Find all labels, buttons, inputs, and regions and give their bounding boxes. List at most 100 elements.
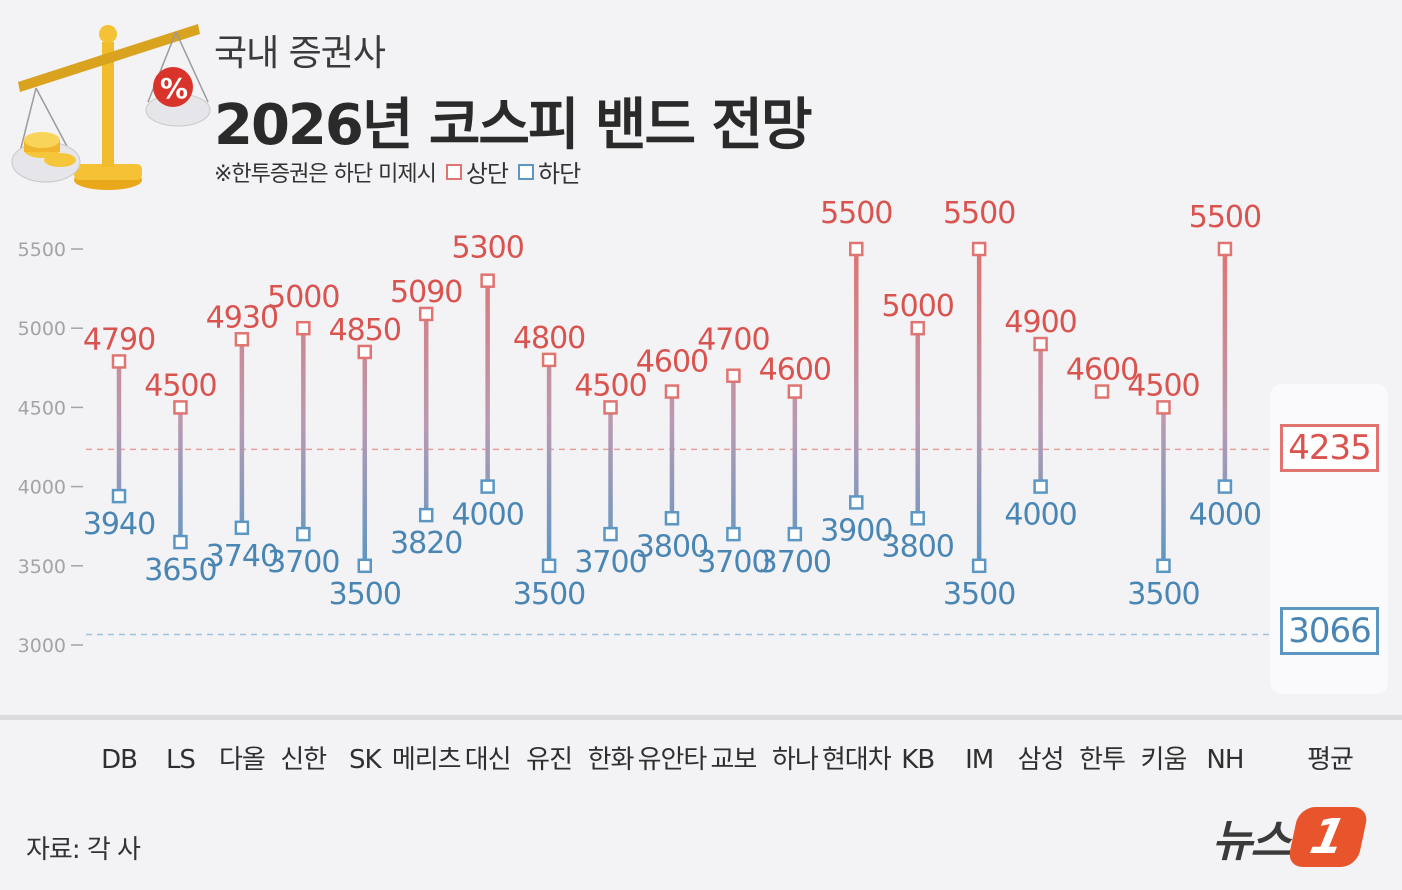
lower-marker — [234, 520, 250, 536]
category-label: 메리츠 — [392, 745, 461, 775]
lower-value-label: 3500 — [1127, 577, 1199, 612]
average-lower-value: 3066 — [1288, 611, 1372, 651]
lower-value-label: 3900 — [820, 513, 892, 548]
category-label: 한투 — [1079, 745, 1125, 775]
average-category-label: 평균 — [1307, 745, 1353, 775]
lower-value-label: 4000 — [1189, 498, 1261, 533]
lower-value-label: 3700 — [697, 545, 769, 580]
legend-upper-marker-icon — [445, 163, 462, 180]
lower-marker — [849, 495, 864, 510]
legend-lower-marker-icon — [518, 163, 534, 180]
lower-marker — [1156, 558, 1171, 574]
upper-marker — [971, 241, 987, 257]
legend-lower-label: 하단 — [538, 160, 581, 188]
news1-logo: 뉴스 1 — [1212, 802, 1370, 872]
upper-value-label: 5090 — [390, 275, 462, 310]
category-label: 하나 — [772, 745, 819, 775]
logo-badge: 1 — [1286, 807, 1370, 867]
logo-text: 뉴스 — [1212, 816, 1291, 867]
lower-marker — [603, 526, 618, 542]
lower-marker — [418, 507, 434, 523]
upper-value-label: 5000 — [882, 289, 954, 324]
category-label: LS — [166, 745, 195, 775]
category-label: SK — [349, 745, 383, 775]
lower-value-label: 3500 — [329, 577, 401, 612]
upper-value-label: 5500 — [1189, 200, 1261, 235]
category-label: DB — [101, 745, 137, 775]
logo-badge-text: 1 — [1305, 809, 1351, 865]
lower-marker — [173, 534, 188, 550]
upper-marker — [787, 384, 803, 399]
lower-value-label: 3700 — [267, 545, 339, 580]
divider — [0, 715, 1402, 720]
category-label: 다올 — [219, 745, 265, 775]
lower-marker — [787, 526, 803, 542]
lower-marker — [296, 526, 311, 542]
upper-marker — [418, 306, 434, 322]
upper-value-label: 5500 — [820, 196, 892, 231]
upper-value-label: 4500 — [144, 368, 216, 403]
upper-value-label: 5300 — [451, 231, 523, 266]
legend-upper: 상단 — [445, 154, 509, 189]
upper-marker — [1217, 241, 1233, 257]
lower-value-label: 3700 — [574, 545, 646, 580]
upper-marker — [1156, 400, 1171, 415]
category-label: 현대차 — [822, 745, 892, 775]
upper-marker — [173, 400, 188, 415]
average-upper-value: 4235 — [1288, 428, 1372, 468]
lower-marker — [357, 558, 373, 574]
category-label: 대신 — [465, 745, 511, 775]
lower-value-label: 3700 — [759, 545, 831, 580]
upper-value-label: 5000 — [267, 280, 339, 315]
y-tick-label: 4000 — [18, 477, 66, 499]
upper-value-label: 4700 — [697, 323, 769, 358]
upper-value-label: 4500 — [574, 368, 646, 403]
category-label: 신한 — [280, 745, 326, 775]
y-tick-label: 5500 — [18, 239, 66, 261]
upper-marker — [664, 384, 680, 399]
upper-value-label: 5500 — [943, 196, 1015, 231]
lower-value-label: 3800 — [636, 529, 708, 564]
lower-marker — [971, 558, 987, 574]
upper-marker — [234, 332, 250, 347]
lower-marker — [1217, 479, 1233, 494]
upper-value-label: 4930 — [206, 300, 278, 335]
lower-marker — [111, 488, 127, 504]
average-lower-box: 3066 — [1280, 607, 1379, 655]
upper-value-label: 4600 — [1066, 353, 1138, 388]
lower-value-label: 3940 — [83, 507, 155, 542]
category-label: 한화 — [588, 745, 635, 775]
upper-value-label: 4800 — [513, 321, 585, 356]
upper-marker — [726, 368, 741, 383]
lower-value-label: 3820 — [390, 526, 462, 561]
upper-marker — [1033, 336, 1048, 352]
legend-upper-label: 상단 — [465, 160, 509, 188]
upper-value-label: 4790 — [83, 322, 155, 357]
upper-marker — [541, 352, 557, 368]
upper-marker — [910, 320, 925, 336]
upper-value-label: 4600 — [636, 345, 708, 380]
upper-value-label: 4850 — [329, 313, 401, 348]
subtitle: 국내 증권사 — [214, 33, 386, 74]
lower-value-label: 3740 — [206, 539, 278, 574]
upper-marker — [849, 241, 864, 257]
category-label: 삼성 — [1018, 745, 1064, 775]
lower-value-label: 4000 — [451, 498, 523, 533]
upper-marker — [603, 400, 618, 415]
page-title: 2026년 코스피 밴드 전망 — [214, 93, 813, 158]
category-label: 교보 — [710, 745, 756, 775]
upper-value-label: 4600 — [759, 353, 831, 388]
y-tick-label: 3000 — [18, 635, 66, 657]
lower-value-label: 3800 — [882, 529, 954, 564]
svg-text:%: % — [160, 72, 188, 105]
upper-value-label: 4500 — [1127, 368, 1199, 403]
upper-marker — [1094, 384, 1110, 399]
category-label: KB — [901, 745, 934, 775]
upper-marker — [357, 344, 373, 360]
legend-row: ※한투증권은 하단 미제시 상단 하단 — [214, 154, 581, 189]
upper-marker — [111, 354, 127, 369]
category-label: 유안타 — [638, 745, 708, 775]
lower-marker — [480, 479, 495, 494]
